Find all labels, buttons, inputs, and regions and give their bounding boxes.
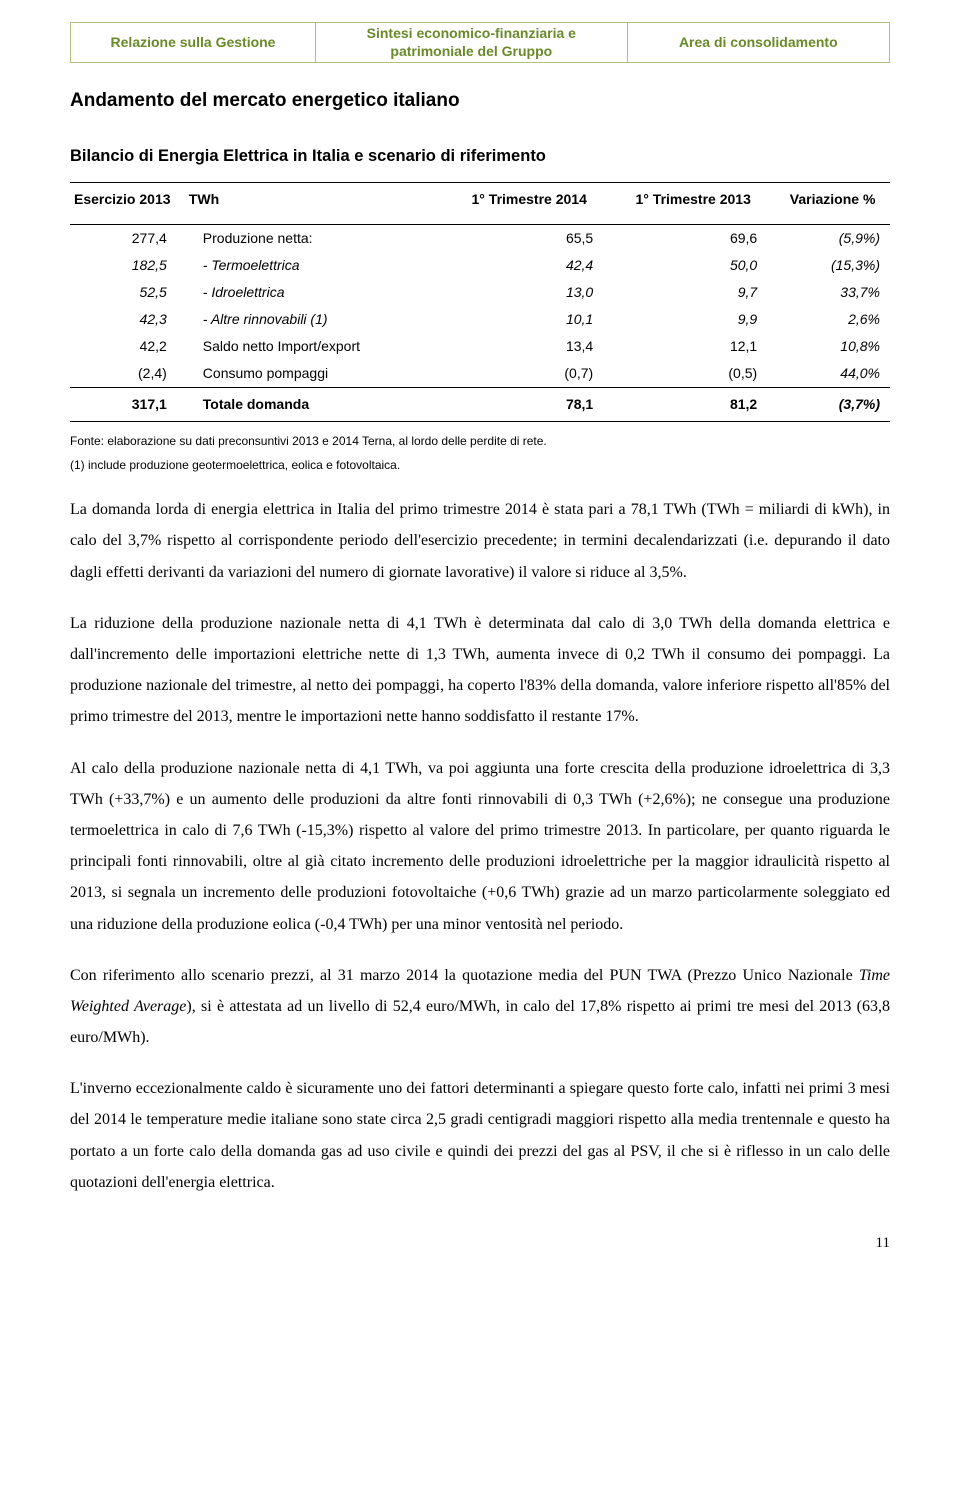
cell-2013: 12,1 [611,333,775,360]
energy-balance-table: Esercizio 2013 TWh 1° Trimestre 2014 1° … [70,182,890,422]
cell-2013: 69,6 [611,225,775,253]
col-esercizio: Esercizio 2013 [70,183,185,225]
cell-esercizio: 52,5 [70,279,185,306]
cell-2013: 50,0 [611,252,775,279]
cell-variazione: 33,7% [775,279,890,306]
tab-sintesi: Sintesi economico-finanziaria e patrimon… [316,23,628,62]
col-trim-2014: 1° Trimestre 2014 [447,183,611,225]
cell-esercizio: 277,4 [70,225,185,253]
cell-esercizio: 317,1 [70,388,185,422]
table-row: 277,4Produzione netta:65,569,6(5,9%) [70,225,890,253]
cell-label: Consumo pompaggi [185,360,447,388]
paragraph-5: L'inverno eccezionalmente caldo è sicura… [70,1073,890,1198]
paragraph-1: La domanda lorda di energia elettrica in… [70,494,890,588]
cell-label: - Termoelettrica [185,252,447,279]
col-twh: TWh [185,183,447,225]
cell-2013: (0,5) [611,360,775,388]
cell-2014: 65,5 [447,225,611,253]
paragraph-4b: ), si è attestata ad un livello di 52,4 … [70,998,890,1046]
table-row: 182,5- Termoelettrica42,450,0(15,3%) [70,252,890,279]
cell-2014: 13,0 [447,279,611,306]
table-row: (2,4)Consumo pompaggi(0,7)(0,5)44,0% [70,360,890,388]
cell-2014: 13,4 [447,333,611,360]
cell-label: Produzione netta: [185,225,447,253]
paragraph-3: Al calo della produzione nazionale netta… [70,753,890,940]
paragraph-4: Con riferimento allo scenario prezzi, al… [70,960,890,1054]
cell-label: - Altre rinnovabili (1) [185,306,447,333]
cell-2014: 78,1 [447,388,611,422]
cell-2014: (0,7) [447,360,611,388]
paragraph-2: La riduzione della produzione nazionale … [70,608,890,733]
col-trim-2013: 1° Trimestre 2013 [611,183,775,225]
cell-variazione: 44,0% [775,360,890,388]
cell-2013: 81,2 [611,388,775,422]
cell-label: Totale domanda [185,388,447,422]
footnote-source: Fonte: elaborazione su dati preconsuntiv… [70,432,890,450]
sub-heading: Bilancio di Energia Elettrica in Italia … [70,144,890,169]
cell-variazione: 10,8% [775,333,890,360]
section-heading: Andamento del mercato energetico italian… [70,87,890,116]
cell-esercizio: 182,5 [70,252,185,279]
cell-variazione: (5,9%) [775,225,890,253]
table-row: 52,5- Idroelettrica13,09,733,7% [70,279,890,306]
table-row: 42,3- Altre rinnovabili (1)10,19,92,6% [70,306,890,333]
col-variazione: Variazione % [775,183,890,225]
cell-2013: 9,7 [611,279,775,306]
footnote-1: (1) include produzione geotermoelettrica… [70,456,890,474]
table-total-row: 317,1Totale domanda78,181,2(3,7%) [70,388,890,422]
header-tabbar: Relazione sulla Gestione Sintesi economi… [70,22,890,63]
cell-2014: 42,4 [447,252,611,279]
paragraph-4a: Con riferimento allo scenario prezzi, al… [70,967,859,984]
cell-2014: 10,1 [447,306,611,333]
cell-variazione: (3,7%) [775,388,890,422]
cell-label: Saldo netto Import/export [185,333,447,360]
page-number: 11 [70,1232,890,1255]
tab-area: Area di consolidamento [628,23,890,62]
cell-esercizio: 42,2 [70,333,185,360]
cell-variazione: (15,3%) [775,252,890,279]
cell-2013: 9,9 [611,306,775,333]
cell-label: - Idroelettrica [185,279,447,306]
cell-variazione: 2,6% [775,306,890,333]
cell-esercizio: (2,4) [70,360,185,388]
table-row: 42,2Saldo netto Import/export13,412,110,… [70,333,890,360]
table-header-row: Esercizio 2013 TWh 1° Trimestre 2014 1° … [70,183,890,225]
tab-relazione: Relazione sulla Gestione [70,23,316,62]
cell-esercizio: 42,3 [70,306,185,333]
